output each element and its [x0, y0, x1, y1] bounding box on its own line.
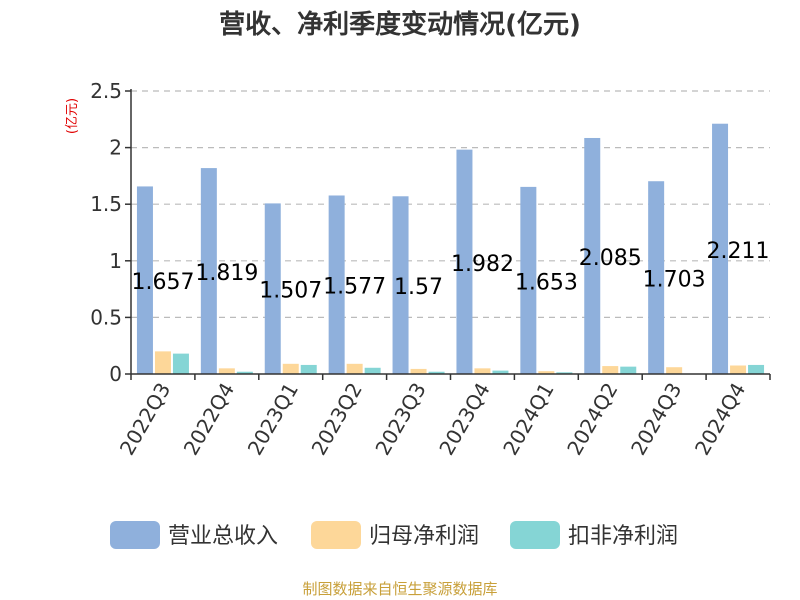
bar-net-profit[interactable]	[410, 368, 427, 374]
bar-deducted-profit[interactable]	[364, 367, 381, 374]
x-tick-label: 2023Q3	[370, 379, 430, 460]
bar-net-profit[interactable]	[602, 366, 619, 374]
bar-net-profit[interactable]	[282, 363, 299, 374]
bar-revenue[interactable]	[200, 168, 217, 374]
legend-label-net-profit: 归母净利润	[369, 524, 479, 549]
bar-net-profit[interactable]	[730, 365, 747, 374]
x-tick-label: 2022Q4	[179, 379, 239, 460]
legend-item-revenue[interactable]: 营业总收入	[110, 521, 278, 549]
bar-revenue[interactable]	[136, 186, 153, 374]
data-label-revenue: 1.653	[515, 270, 578, 295]
bar-revenue[interactable]	[264, 203, 281, 374]
data-label-revenue: 1.57	[394, 275, 443, 300]
bar-deducted-profit[interactable]	[620, 366, 637, 374]
bar-deducted-profit[interactable]	[428, 371, 445, 374]
bar-net-profit[interactable]	[346, 363, 363, 374]
bar-revenue[interactable]	[648, 181, 665, 374]
bar-deducted-profit[interactable]	[300, 364, 317, 374]
bar-deducted-profit[interactable]	[172, 353, 189, 374]
y-tick-label: 0	[109, 362, 122, 386]
x-tick-label: 2023Q2	[307, 379, 367, 460]
data-label-revenue: 2.085	[579, 246, 642, 271]
y-tick-label: 2.5	[90, 79, 122, 103]
data-label-revenue: 1.819	[195, 261, 258, 286]
x-tick-label: 2023Q1	[243, 379, 303, 460]
data-label-revenue: 1.703	[643, 268, 706, 293]
bar-revenue[interactable]	[520, 186, 537, 374]
bar-revenue[interactable]	[392, 196, 409, 374]
y-tick-label: 2	[109, 136, 122, 160]
y-axis-unit: (亿元)	[65, 98, 80, 134]
bar-deducted-profit[interactable]	[748, 364, 765, 374]
legend-label-deducted-profit: 扣非净利润	[568, 524, 678, 549]
bar-deducted-profit[interactable]	[492, 370, 509, 374]
bar-deducted-profit[interactable]	[556, 372, 573, 374]
legend-swatch-net-profit	[311, 521, 361, 549]
x-tick-label: 2022Q3	[115, 379, 175, 460]
x-tick-label: 2023Q4	[434, 379, 494, 460]
y-tick-label: 1.5	[90, 192, 122, 216]
bar-net-profit[interactable]	[538, 371, 555, 374]
legend-item-deducted-profit[interactable]: 扣非净利润	[510, 521, 678, 549]
bar-net-profit[interactable]	[474, 368, 491, 374]
x-tick-label: 2024Q3	[626, 379, 686, 460]
data-label-revenue: 2.211	[707, 239, 770, 264]
data-label-revenue: 1.982	[451, 252, 514, 277]
legend-swatch-revenue	[110, 521, 160, 549]
legend: 营业总收入 归母净利润 扣非净利润	[110, 521, 678, 549]
bar-revenue[interactable]	[328, 195, 345, 374]
bar-revenue[interactable]	[712, 123, 729, 374]
bars	[136, 123, 765, 374]
source-note: 制图数据来自恒生聚源数据库	[302, 580, 497, 598]
y-tick-label: 1	[109, 249, 122, 273]
x-tick-label: 2024Q4	[690, 379, 750, 460]
bar-net-profit[interactable]	[666, 367, 683, 374]
data-label-revenue: 1.657	[131, 270, 194, 295]
y-tick-label: 0.5	[90, 305, 122, 329]
x-tick-label: 2024Q2	[562, 379, 622, 460]
bar-net-profit[interactable]	[154, 351, 171, 374]
legend-label-revenue: 营业总收入	[168, 524, 278, 549]
bar-net-profit[interactable]	[218, 368, 235, 374]
bar-revenue[interactable]	[584, 137, 601, 374]
data-label-revenue: 1.507	[259, 279, 322, 304]
data-label-revenue: 1.577	[323, 275, 386, 300]
chart-title: 营收、净利季度变动情况(亿元)	[219, 9, 581, 40]
bar-deducted-profit[interactable]	[236, 371, 253, 374]
bar-revenue[interactable]	[456, 149, 473, 374]
legend-swatch-deducted-profit	[510, 521, 560, 549]
x-tick-label: 2024Q1	[498, 379, 558, 460]
legend-item-net-profit[interactable]: 归母净利润	[311, 521, 479, 549]
